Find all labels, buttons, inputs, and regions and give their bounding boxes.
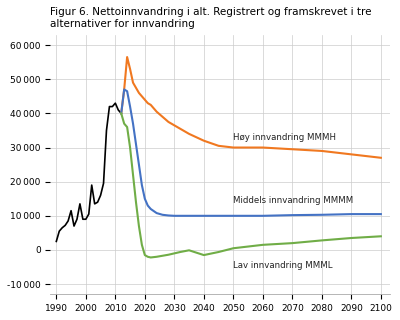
Text: Lav innvandring MMML: Lav innvandring MMML	[233, 261, 333, 270]
Text: Høy innvandring MMMH: Høy innvandring MMMH	[233, 133, 336, 142]
Text: Middels innvandring MMMM: Middels innvandring MMMM	[233, 196, 354, 205]
Text: Figur 6. Nettoinnvandring i alt. Registrert og framskrevet i tre
alternativer fo: Figur 6. Nettoinnvandring i alt. Registr…	[50, 7, 372, 28]
